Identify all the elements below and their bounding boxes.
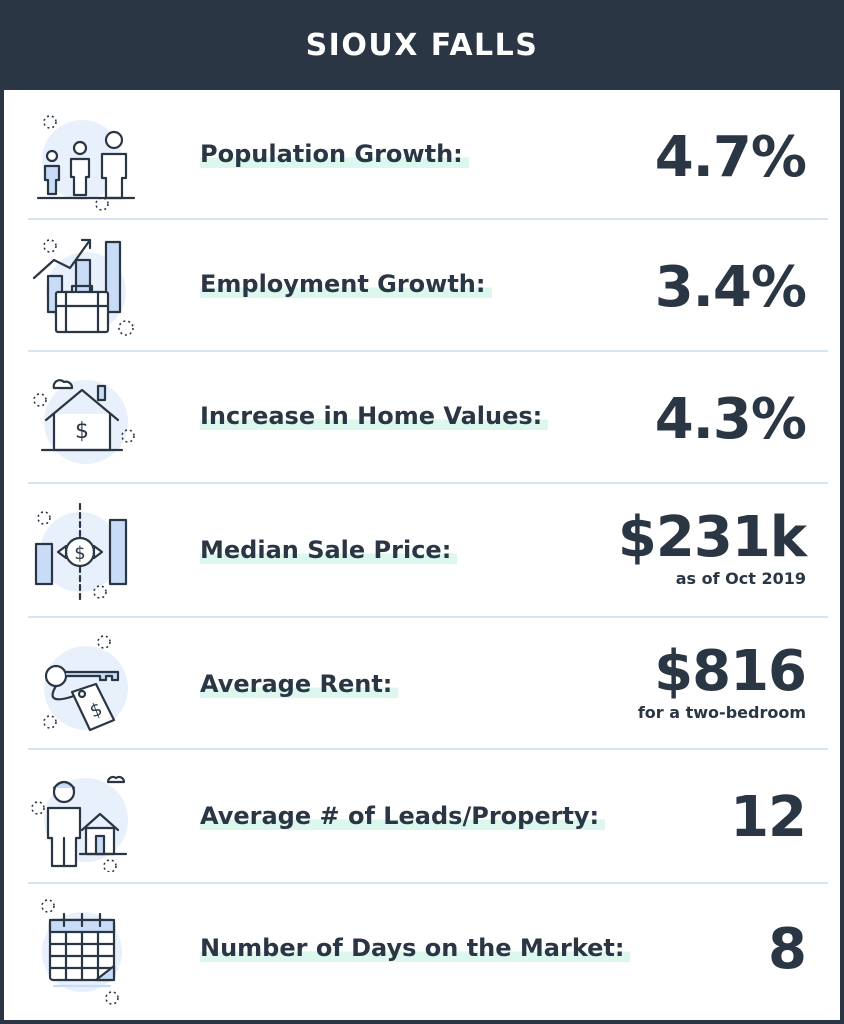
metric-label-rent: Average Rent: <box>200 670 399 698</box>
divider <box>28 616 828 618</box>
svg-text:$: $ <box>75 419 89 444</box>
metric-label-home-values: Increase in Home Values: <box>200 402 549 430</box>
divider <box>28 882 828 884</box>
svg-text:$: $ <box>74 543 85 564</box>
metric-label-days-on-market: Number of Days on the Market: <box>200 934 631 962</box>
metric-value-leads: 12 <box>730 785 807 850</box>
page-title: SIOUX FALLS <box>305 27 539 63</box>
employment-icon <box>30 234 140 344</box>
rent-key-icon: $ <box>30 630 140 740</box>
metric-value-sale-price: $231k as of Oct 2019 <box>617 505 807 588</box>
rent-note: for a two-bedroom <box>637 703 806 722</box>
metric-value-population: 4.7% <box>654 125 807 190</box>
metric-value-home-values: 4.3% <box>654 387 807 452</box>
sale-price-note: as of Oct 2019 <box>675 569 806 588</box>
home-value-icon: $ <box>30 364 140 474</box>
population-icon <box>30 104 140 214</box>
leads-icon <box>30 762 140 872</box>
divider <box>28 482 828 484</box>
metric-value-employment: 3.4% <box>654 255 807 320</box>
sale-price-icon: $ <box>30 496 140 606</box>
divider <box>28 350 828 352</box>
metric-label-employment: Employment Growth: <box>200 270 492 298</box>
metrics-panel: Population Growth: 4.7% <box>4 90 840 1020</box>
divider <box>28 748 828 750</box>
header-bar: SIOUX FALLS <box>0 0 844 90</box>
metric-label-population: Population Growth: <box>200 140 469 168</box>
metric-value-days-on-market: 8 <box>768 917 807 982</box>
metric-value-rent: $816 for a two-bedroom <box>637 639 807 722</box>
divider <box>28 218 828 220</box>
calendar-icon <box>30 898 140 1008</box>
metric-label-leads: Average # of Leads/Property: <box>200 802 606 830</box>
metric-label-sale-price: Median Sale Price: <box>200 536 458 564</box>
